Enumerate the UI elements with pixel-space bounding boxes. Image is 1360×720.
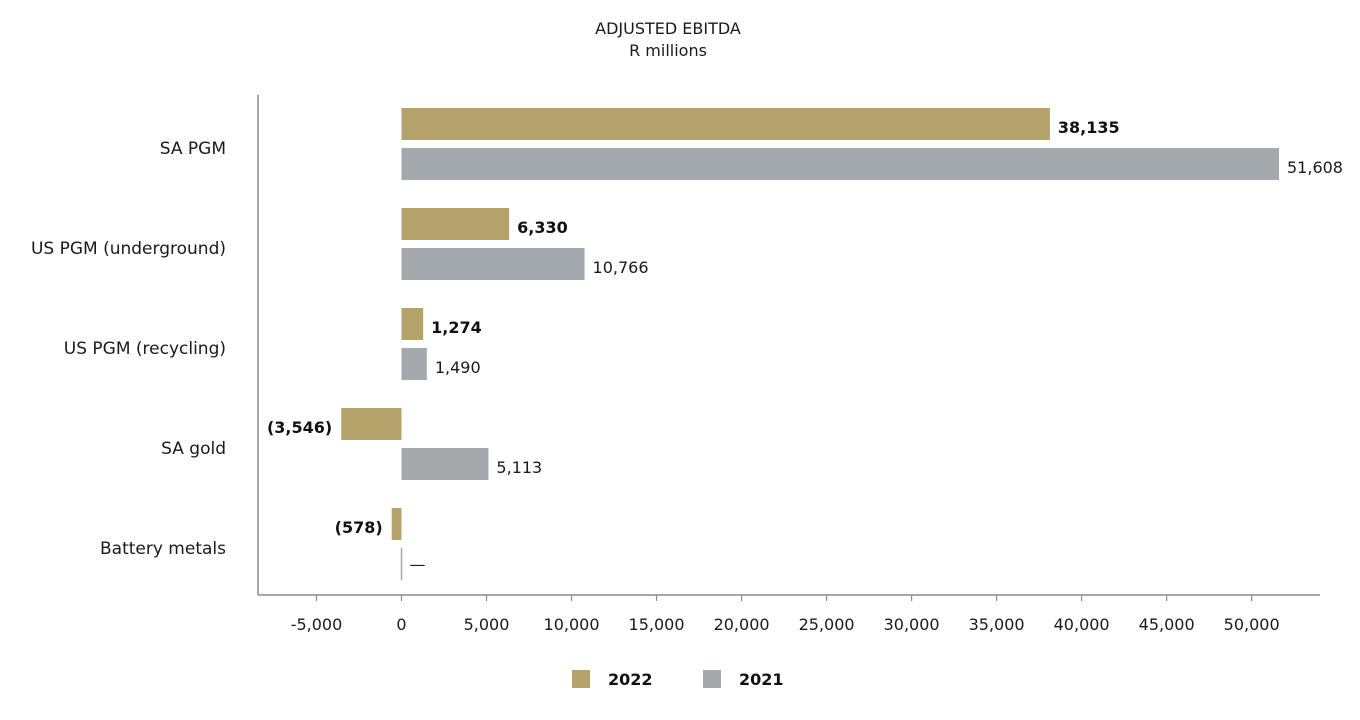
bar-value-label: — xyxy=(410,555,426,574)
bar-value-label: 1,490 xyxy=(435,358,481,377)
bar-value-label: 10,766 xyxy=(593,258,649,277)
bar-2021 xyxy=(401,448,489,480)
category-label: US PGM (recycling) xyxy=(64,339,226,359)
chart-subtitle: R millions xyxy=(629,41,707,60)
x-tick-label: 20,000 xyxy=(714,615,770,634)
bar-2022 xyxy=(401,208,510,240)
bar-value-label: 1,274 xyxy=(431,318,482,337)
chart-title: ADJUSTED EBITDA xyxy=(595,19,741,38)
plot-area: -5,000 0 5,000 10,000 15,000 20,000 25,000 30,0… xyxy=(31,95,1343,634)
legend-swatch-2022 xyxy=(572,670,590,688)
x-tick-label: 0 xyxy=(396,615,406,634)
category-label: SA PGM xyxy=(160,139,226,159)
bar-2022 xyxy=(401,308,424,340)
bar-value-label: (578) xyxy=(335,518,383,537)
x-tick-label: 45,000 xyxy=(1139,615,1195,634)
legend: 2022 2021 xyxy=(572,670,784,689)
bar-2022 xyxy=(401,108,1050,140)
x-tick-label: 15,000 xyxy=(629,615,685,634)
bar-value-label: 5,113 xyxy=(496,458,542,477)
x-tick-label: -5,000 xyxy=(291,615,343,634)
legend-label-2022: 2022 xyxy=(608,670,653,689)
x-tick-label: 30,000 xyxy=(884,615,940,634)
legend-label-2021: 2021 xyxy=(739,670,784,689)
legend-swatch-2021 xyxy=(703,670,721,688)
bar-value-label: 6,330 xyxy=(517,218,568,237)
bar-value-label: 38,135 xyxy=(1058,118,1120,137)
x-tick-label: 5,000 xyxy=(464,615,510,634)
x-tick-label: 10,000 xyxy=(544,615,600,634)
bar-value-label: (3,546) xyxy=(267,418,332,437)
category-label: Battery metals xyxy=(100,539,226,559)
x-tick-label: 50,000 xyxy=(1224,615,1280,634)
category-label: SA gold xyxy=(161,439,226,459)
bar-2021 xyxy=(401,348,427,380)
bar-2021 xyxy=(401,248,585,280)
bar-2022 xyxy=(341,408,402,440)
x-tick-label: 40,000 xyxy=(1054,615,1110,634)
bar-2021 xyxy=(401,148,1279,180)
x-tick-label: 25,000 xyxy=(799,615,855,634)
bar-value-label: 51,608 xyxy=(1287,158,1343,177)
category-label: US PGM (underground) xyxy=(31,239,226,259)
bar-2022 xyxy=(391,508,402,540)
x-tick-label: 35,000 xyxy=(969,615,1025,634)
